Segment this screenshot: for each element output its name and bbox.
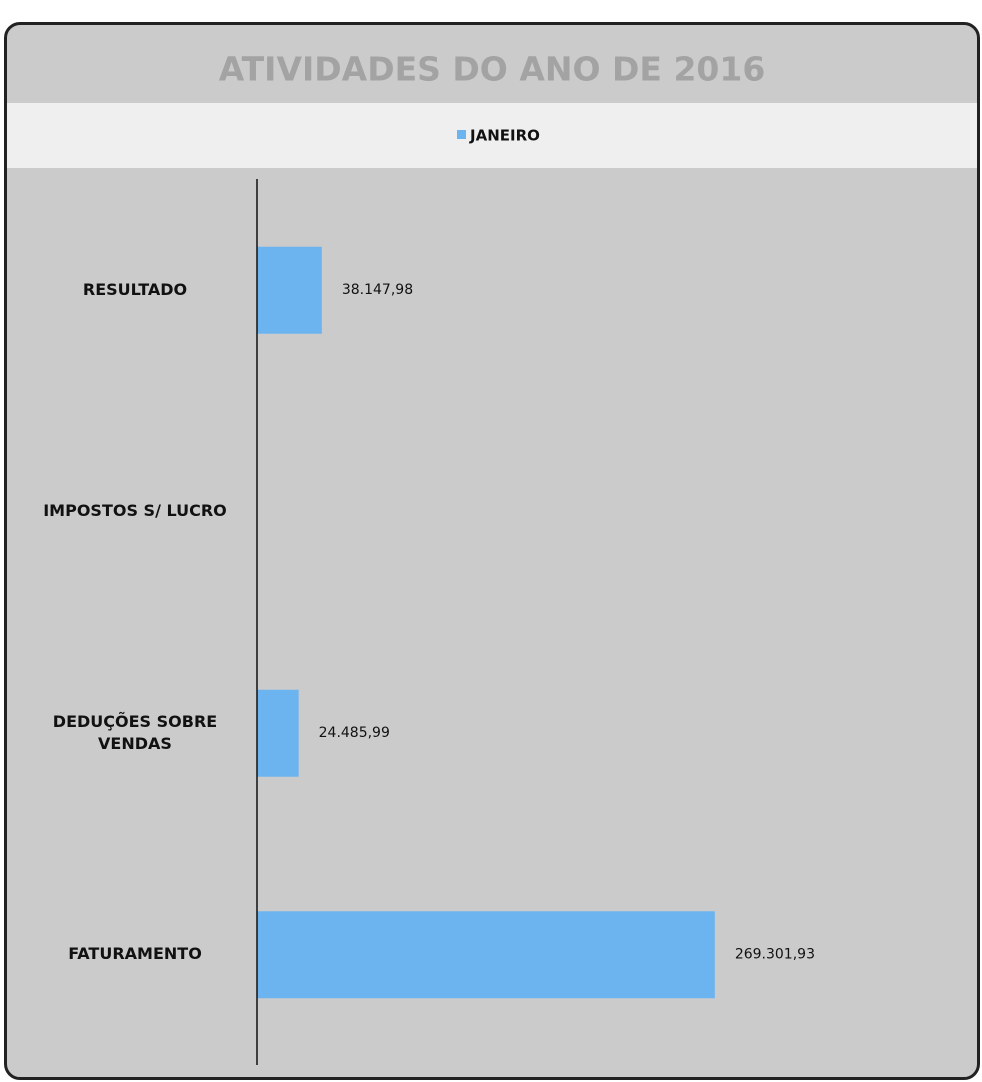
y-tick-label: IMPOSTOS S/ LUCRO <box>43 501 227 521</box>
legend-label: JANEIRO <box>469 127 540 145</box>
chart-title: ATIVIDADES DO ANO DE 2016 <box>219 50 766 89</box>
y-tick-label: DEDUÇÕES SOBRE VENDAS <box>52 711 218 753</box>
chart-frame: ATIVIDADES DO ANO DE 2016 JANEIRO 38.147,… <box>4 22 980 1080</box>
bar <box>257 911 715 999</box>
legend-band <box>7 103 977 168</box>
y-tick-label: FATURAMENTO <box>68 944 202 964</box>
chart: ATIVIDADES DO ANO DE 2016 JANEIRO 38.147,… <box>7 50 977 1065</box>
y-tick-label: RESULTADO <box>82 279 188 299</box>
bar <box>257 246 322 334</box>
data-label: 24.485,99 <box>319 725 390 741</box>
data-label: 38.147,98 <box>342 282 413 298</box>
data-label: 269.301,93 <box>735 946 815 962</box>
legend-swatch <box>457 130 466 139</box>
bar <box>257 689 299 777</box>
